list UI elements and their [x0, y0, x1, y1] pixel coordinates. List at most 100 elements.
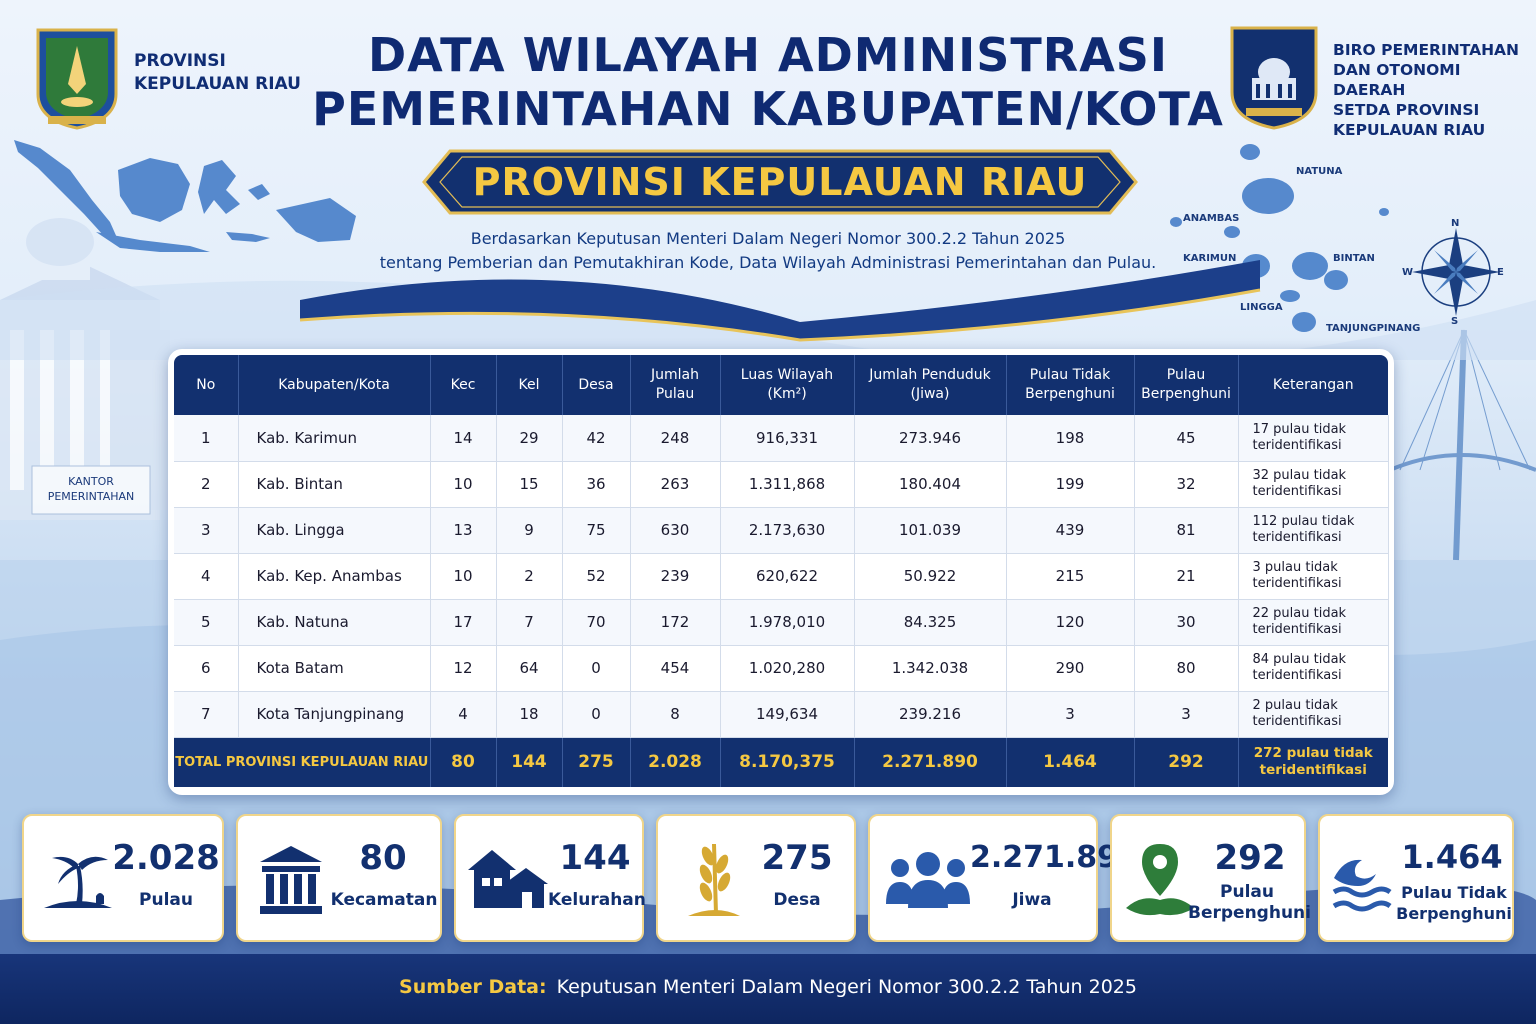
rice-icon: [688, 843, 740, 916]
total-cell: 272 pulau tidak teridentifikasi: [1238, 737, 1388, 787]
stat-label-pulau: Pulau: [139, 890, 193, 910]
map-label-lingga: LINGGA: [1240, 302, 1283, 313]
table-cell: 4: [430, 691, 497, 738]
building-sign-line2: PEMERINTAHAN: [47, 490, 135, 503]
table-cell: 620,622: [720, 553, 855, 600]
table-cell: 630: [630, 507, 721, 554]
table-cell: 42: [562, 415, 631, 462]
table-cell: 17: [430, 599, 497, 646]
table-cell: 454: [630, 645, 721, 692]
table-cell: 439: [1006, 507, 1135, 554]
table-cell: 4: [174, 553, 239, 600]
table-row: 6 Kota Batam 12 64 0 454 1.020,280 1.342.038 290…: [174, 645, 1389, 692]
province-name-line2: KEPULAUAN RIAU: [134, 74, 301, 94]
table-cell: 29: [496, 415, 563, 462]
table-cell: Kab. Kep. Anambas: [238, 553, 431, 600]
table-cell: 273.946: [854, 415, 1007, 462]
table-cell: 239.216: [854, 691, 1007, 738]
government-building-icon: [260, 846, 322, 914]
map-label-natuna: NATUNA: [1296, 166, 1343, 177]
stat-card-pulau-tidak-berpenghuni: 1.464 Pulau Tidak Berpenghuni: [1318, 814, 1514, 942]
building-sign-line1: KANTOR: [68, 475, 114, 488]
main-title-line1: DATA WILAYAH ADMINISTRASI: [367, 28, 1169, 82]
bridge-illustration: [1389, 329, 1536, 561]
footer-bar: [0, 954, 1536, 1024]
stat-value-pulau: 2.028: [112, 838, 220, 878]
table-header-cell: Jumlah Penduduk (Jiwa): [854, 355, 1007, 415]
table-cell: 81: [1134, 507, 1239, 554]
table-cell: 101.039: [854, 507, 1007, 554]
table-cell: 2: [496, 553, 563, 600]
table-cell: 32 pulau tidak teridentifikasi: [1238, 461, 1389, 508]
table-cell: 263: [630, 461, 721, 508]
footer-source: Sumber Data: Keputusan Menteri Dalam Nege…: [0, 976, 1536, 998]
table-header-cell: Luas Wilayah (Km²): [720, 355, 855, 415]
table-cell: 239: [630, 553, 721, 600]
table-row: 3 Kab. Lingga 13 9 75 630 2.173,630 101.039 439 8…: [174, 507, 1389, 554]
table-cell: 50.922: [854, 553, 1007, 600]
stat-card-kelurahan: 144 Kelurahan: [454, 814, 646, 942]
table-cell: Kota Batam: [238, 645, 431, 692]
province-banner: PROVINSI KEPULAUAN RIAU: [420, 147, 1140, 217]
table-cell: 1.342.038: [854, 645, 1007, 692]
table-cell: 149,634: [720, 691, 855, 738]
total-cell: 2.028: [630, 737, 721, 787]
stat-label-kecamatan: Kecamatan: [330, 890, 438, 910]
stat-label-jiwa: Jiwa: [1012, 890, 1052, 910]
stat-card-jiwa: 2.271.890 Jiwa: [868, 814, 1139, 942]
table-cell: 1.020,280: [720, 645, 855, 692]
banner-title: PROVINSI KEPULAUAN RIAU: [472, 160, 1088, 204]
table-row: 2 Kab. Bintan 10 15 36 263 1.311,868 180.404 199…: [174, 461, 1389, 508]
table-total-row: TOTAL PROVINSI KEPULAUAN RIAU 80 144 275 2.0…: [174, 737, 1388, 787]
table-cell: 45: [1134, 415, 1239, 462]
biro-name-line2: DAN OTONOMI DAERAH: [1333, 61, 1461, 99]
waves-icon: [1332, 859, 1392, 912]
table-cell: 1.311,868: [720, 461, 855, 508]
table-cell: 10: [430, 461, 497, 508]
table-cell: 64: [496, 645, 563, 692]
stat-card-desa: 275 Desa: [656, 814, 856, 942]
table-cell: 180.404: [854, 461, 1007, 508]
map-label-anambas: ANAMBAS: [1183, 213, 1240, 224]
table-cell: 80: [1134, 645, 1239, 692]
map-label-tanjungpinang: TANJUNGPINANG: [1326, 323, 1421, 334]
province-name-line1: PROVINSI: [134, 51, 226, 71]
table-cell: 120: [1006, 599, 1135, 646]
table-cell: 84 pulau tidak teridentifikasi: [1238, 645, 1389, 692]
stat-value-kecamatan: 80: [359, 838, 407, 878]
total-cell: 1.464: [1006, 737, 1135, 787]
table-cell: 112 pulau tidak teridentifikasi: [1238, 507, 1389, 554]
table-cell: 13: [430, 507, 497, 554]
table-cell: 12: [430, 645, 497, 692]
table-cell: 1.978,010: [720, 599, 855, 646]
table-cell: 75: [562, 507, 631, 554]
map-pin-island-icon: [1126, 844, 1194, 916]
province-name: PROVINSI KEPULAUAN RIAU: [134, 50, 301, 96]
total-cell: 80: [430, 737, 497, 787]
table-cell: 10: [430, 553, 497, 600]
table-cell: Kota Tanjungpinang: [238, 691, 431, 738]
table-cell: 916,331: [720, 415, 855, 462]
stat-value-desa: 275: [761, 838, 833, 878]
stat-card-kecamatan: 80 Kecamatan: [236, 814, 442, 942]
stat-label-desa: Desa: [773, 890, 821, 910]
table-cell: 172: [630, 599, 721, 646]
stat-card-pulau-berpenghuni: 292 Pulau Berpenghuni: [1110, 814, 1311, 942]
total-cell: 144: [496, 737, 563, 787]
table-cell: 215: [1006, 553, 1135, 600]
table-cell: 3: [174, 507, 239, 554]
compass-west: W: [1402, 267, 1414, 278]
stat-label-pulau-berpenghuni: Pulau Berpenghuni: [1188, 882, 1311, 923]
compass-south: S: [1451, 316, 1459, 327]
biro-name-line4: KEPULAUAN RIAU: [1333, 121, 1486, 139]
biro-name: BIRO PEMERINTAHAN DAN OTONOMI DAERAH SET…: [1333, 40, 1536, 140]
stat-label-kelurahan: Kelurahan: [548, 890, 646, 910]
stat-value-jiwa: 2.271.890: [970, 840, 1139, 875]
people-icon: [886, 852, 970, 908]
map-label-bintan: BINTAN: [1333, 253, 1375, 264]
table-header-cell: Jumlah Pulau: [630, 355, 721, 415]
table-header-cell: Desa: [562, 355, 631, 415]
table-header-cell: Pulau Berpenghuni: [1134, 355, 1239, 415]
banner-shape: [422, 149, 1138, 215]
total-cell: 2.271.890: [854, 737, 1007, 787]
